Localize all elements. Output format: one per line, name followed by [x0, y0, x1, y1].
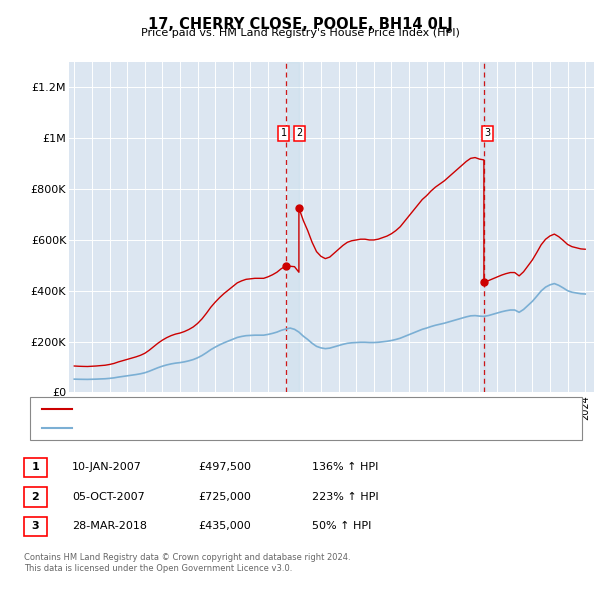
Text: 10-JAN-2007: 10-JAN-2007 [72, 463, 142, 472]
Text: 2: 2 [296, 128, 303, 138]
Text: 17, CHERRY CLOSE, POOLE, BH14 0LJ (semi-detached house): 17, CHERRY CLOSE, POOLE, BH14 0LJ (semi-… [81, 404, 379, 414]
Bar [286, 62, 299, 392]
Text: HPI: Average price, semi-detached house, Bournemouth Christchurch and Poole: HPI: Average price, semi-detached house,… [81, 422, 472, 432]
Text: £497,500: £497,500 [198, 463, 251, 472]
Text: 50% ↑ HPI: 50% ↑ HPI [312, 522, 371, 531]
Text: 2: 2 [32, 492, 39, 502]
Text: 223% ↑ HPI: 223% ↑ HPI [312, 492, 379, 502]
Text: 28-MAR-2018: 28-MAR-2018 [72, 522, 147, 531]
Text: 1: 1 [281, 128, 287, 138]
Text: 3: 3 [484, 128, 490, 138]
Text: This data is licensed under the Open Government Licence v3.0.: This data is licensed under the Open Gov… [24, 565, 292, 573]
Text: £725,000: £725,000 [198, 492, 251, 502]
Text: 17, CHERRY CLOSE, POOLE, BH14 0LJ: 17, CHERRY CLOSE, POOLE, BH14 0LJ [148, 17, 452, 31]
Text: 05-OCT-2007: 05-OCT-2007 [72, 492, 145, 502]
Text: Price paid vs. HM Land Registry's House Price Index (HPI): Price paid vs. HM Land Registry's House … [140, 28, 460, 38]
Text: 136% ↑ HPI: 136% ↑ HPI [312, 463, 379, 472]
Text: 1: 1 [32, 463, 39, 472]
Text: £435,000: £435,000 [198, 522, 251, 531]
Text: 3: 3 [32, 522, 39, 531]
Bar [484, 62, 485, 392]
Text: Contains HM Land Registry data © Crown copyright and database right 2024.: Contains HM Land Registry data © Crown c… [24, 553, 350, 562]
